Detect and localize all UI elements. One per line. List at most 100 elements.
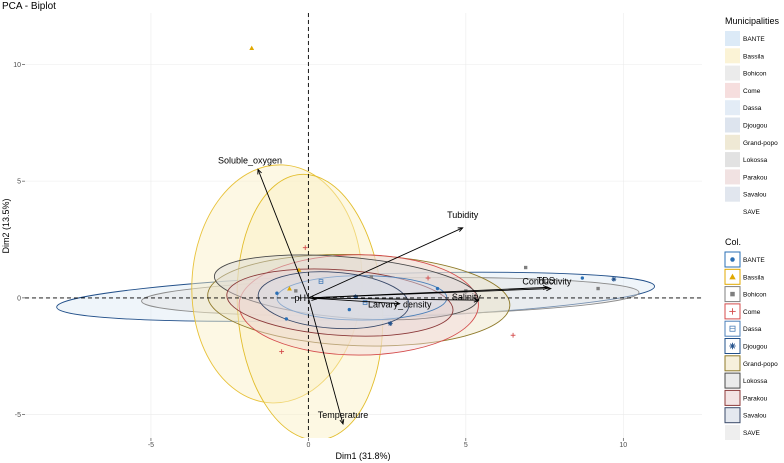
- y-tick-label-2: 5: [17, 179, 21, 186]
- legend-label-1-7: Lokossa: [743, 378, 768, 385]
- legend-label-1-0: BANTE: [743, 257, 765, 264]
- variable-label-0: Soluble_oxygen: [218, 155, 282, 165]
- variable-label-7: Temperature: [318, 410, 369, 420]
- point-13: [369, 275, 374, 279]
- arrowhead-5: [394, 301, 401, 306]
- legend-label-0-1: Bassila: [743, 53, 764, 60]
- legend-label-0-9: Savalou: [743, 192, 767, 199]
- legend-label-1-8: Parakou: [743, 395, 768, 402]
- point-1: [287, 286, 292, 291]
- legend-label-0-2: Bohicon: [743, 71, 767, 78]
- point-9: [387, 321, 393, 326]
- reference-lines: [25, 13, 702, 438]
- legend-label-0-7: Lokossa: [743, 157, 768, 164]
- legend-label-1-10: SAVE: [743, 430, 761, 437]
- point-7: [611, 276, 617, 282]
- variable-label-4: Salinity: [452, 292, 482, 302]
- ellipse-5: [238, 254, 479, 356]
- arrowhead-3: [542, 285, 549, 291]
- legend-label-1-9: Savalou: [743, 413, 767, 420]
- legend-key-1-9: [724, 407, 741, 424]
- legend-label-0-5: Djougou: [743, 123, 768, 130]
- x-tick-label-1: 0: [306, 442, 310, 449]
- legend-label-0-6: Grand-popo: [743, 140, 778, 147]
- point-6: [425, 275, 431, 281]
- point-15: [580, 276, 585, 280]
- point-17: [347, 307, 352, 312]
- legend-key-0-8: [725, 169, 740, 185]
- point-14: [294, 289, 298, 293]
- legend-label-0-3: Come: [743, 88, 761, 95]
- legend-key-0-9: [725, 186, 740, 202]
- arrowhead-1: [457, 227, 464, 232]
- legend-label-1-1: Bassila: [743, 274, 764, 281]
- point-0: [249, 45, 255, 50]
- legend-marker-1-0: [730, 257, 735, 262]
- y-axis-title: Dim2 (13.5%): [1, 198, 11, 253]
- legend-marker-1-2: [730, 291, 735, 297]
- legend-key-1-7: [724, 372, 741, 389]
- y-tick-label-3: 10: [13, 62, 21, 69]
- arrowhead-0: [257, 168, 262, 175]
- arrow-1: [308, 227, 463, 299]
- legend-key-0-4: [725, 100, 740, 116]
- y-tick-label-0: -5: [15, 412, 21, 419]
- legend-marker-1-3: [729, 308, 736, 315]
- arrow-3: [308, 286, 548, 299]
- legends: Municipalities BANTE Bassila Bohicon Come Das…: [724, 16, 780, 440]
- x-axis-title: Dim1 (31.8%): [335, 451, 390, 461]
- arrowhead-6: [311, 295, 318, 301]
- legend-key-0-10: [725, 204, 740, 219]
- ellipse-9: [257, 271, 410, 330]
- point-10: [596, 286, 600, 291]
- point-5: [510, 332, 516, 338]
- legend-title-0: Municipalities: [725, 16, 780, 26]
- legend-label-0-4: Dassa: [743, 105, 762, 112]
- point-18: [284, 317, 289, 321]
- legend-label-1-4: Dassa: [743, 326, 762, 333]
- point-19: [275, 291, 279, 295]
- legend-label-1-5: Djougou: [743, 344, 768, 351]
- legend-key-0-0: [725, 31, 740, 46]
- point-11: [523, 265, 528, 270]
- legend-marker-1-5: [729, 342, 736, 350]
- point-21: [318, 279, 324, 284]
- legend-key-1-8: [724, 389, 741, 406]
- point-4: [279, 349, 285, 354]
- legend-label-1-3: Come: [743, 309, 761, 316]
- legend-key-0-6: [725, 134, 740, 150]
- arrow-7: [307, 297, 344, 425]
- arrow-0: [257, 169, 309, 299]
- arrow-5: [308, 297, 400, 305]
- legend-key-1-10: [725, 425, 740, 440]
- x-tick-label-2: 5: [464, 442, 468, 449]
- variable-label-3: TDS: [537, 275, 555, 285]
- variable-label-6: pH: [295, 293, 307, 303]
- x-tick-label-3: 10: [619, 442, 627, 449]
- legend-key-0-3: [725, 82, 740, 98]
- legend-marker-1-1: [729, 273, 736, 280]
- legend-key-0-7: [725, 152, 740, 168]
- arrowhead-4: [473, 297, 480, 303]
- legend-label-1-2: Bohicon: [743, 292, 767, 299]
- legend-label-1-6: Grand-popo: [743, 361, 778, 368]
- axis-ticks: -5 0 5 10 -5 0 5 10: [13, 62, 627, 449]
- ellipse-1: [141, 277, 640, 317]
- chart-title: PCA - Biplot: [2, 1, 56, 12]
- arrow-4: [308, 297, 479, 301]
- variable-label-1: Tubidity: [447, 210, 479, 220]
- point-20: [362, 300, 368, 305]
- x-tick-label-0: -5: [148, 442, 154, 449]
- arrow-6: [308, 297, 317, 300]
- variable-label-2: Conductivity: [522, 277, 572, 287]
- y-tick-label-1: 0: [17, 295, 21, 302]
- legend-key-0-1: [725, 48, 740, 64]
- legend-label-0-8: Parakou: [743, 174, 768, 181]
- legend-key-0-5: [725, 117, 740, 133]
- point-16: [435, 286, 440, 291]
- legend-marker-1-4: [729, 325, 736, 332]
- variable-label-5: Larvary_density: [368, 300, 432, 310]
- arrowhead-7: [339, 418, 345, 426]
